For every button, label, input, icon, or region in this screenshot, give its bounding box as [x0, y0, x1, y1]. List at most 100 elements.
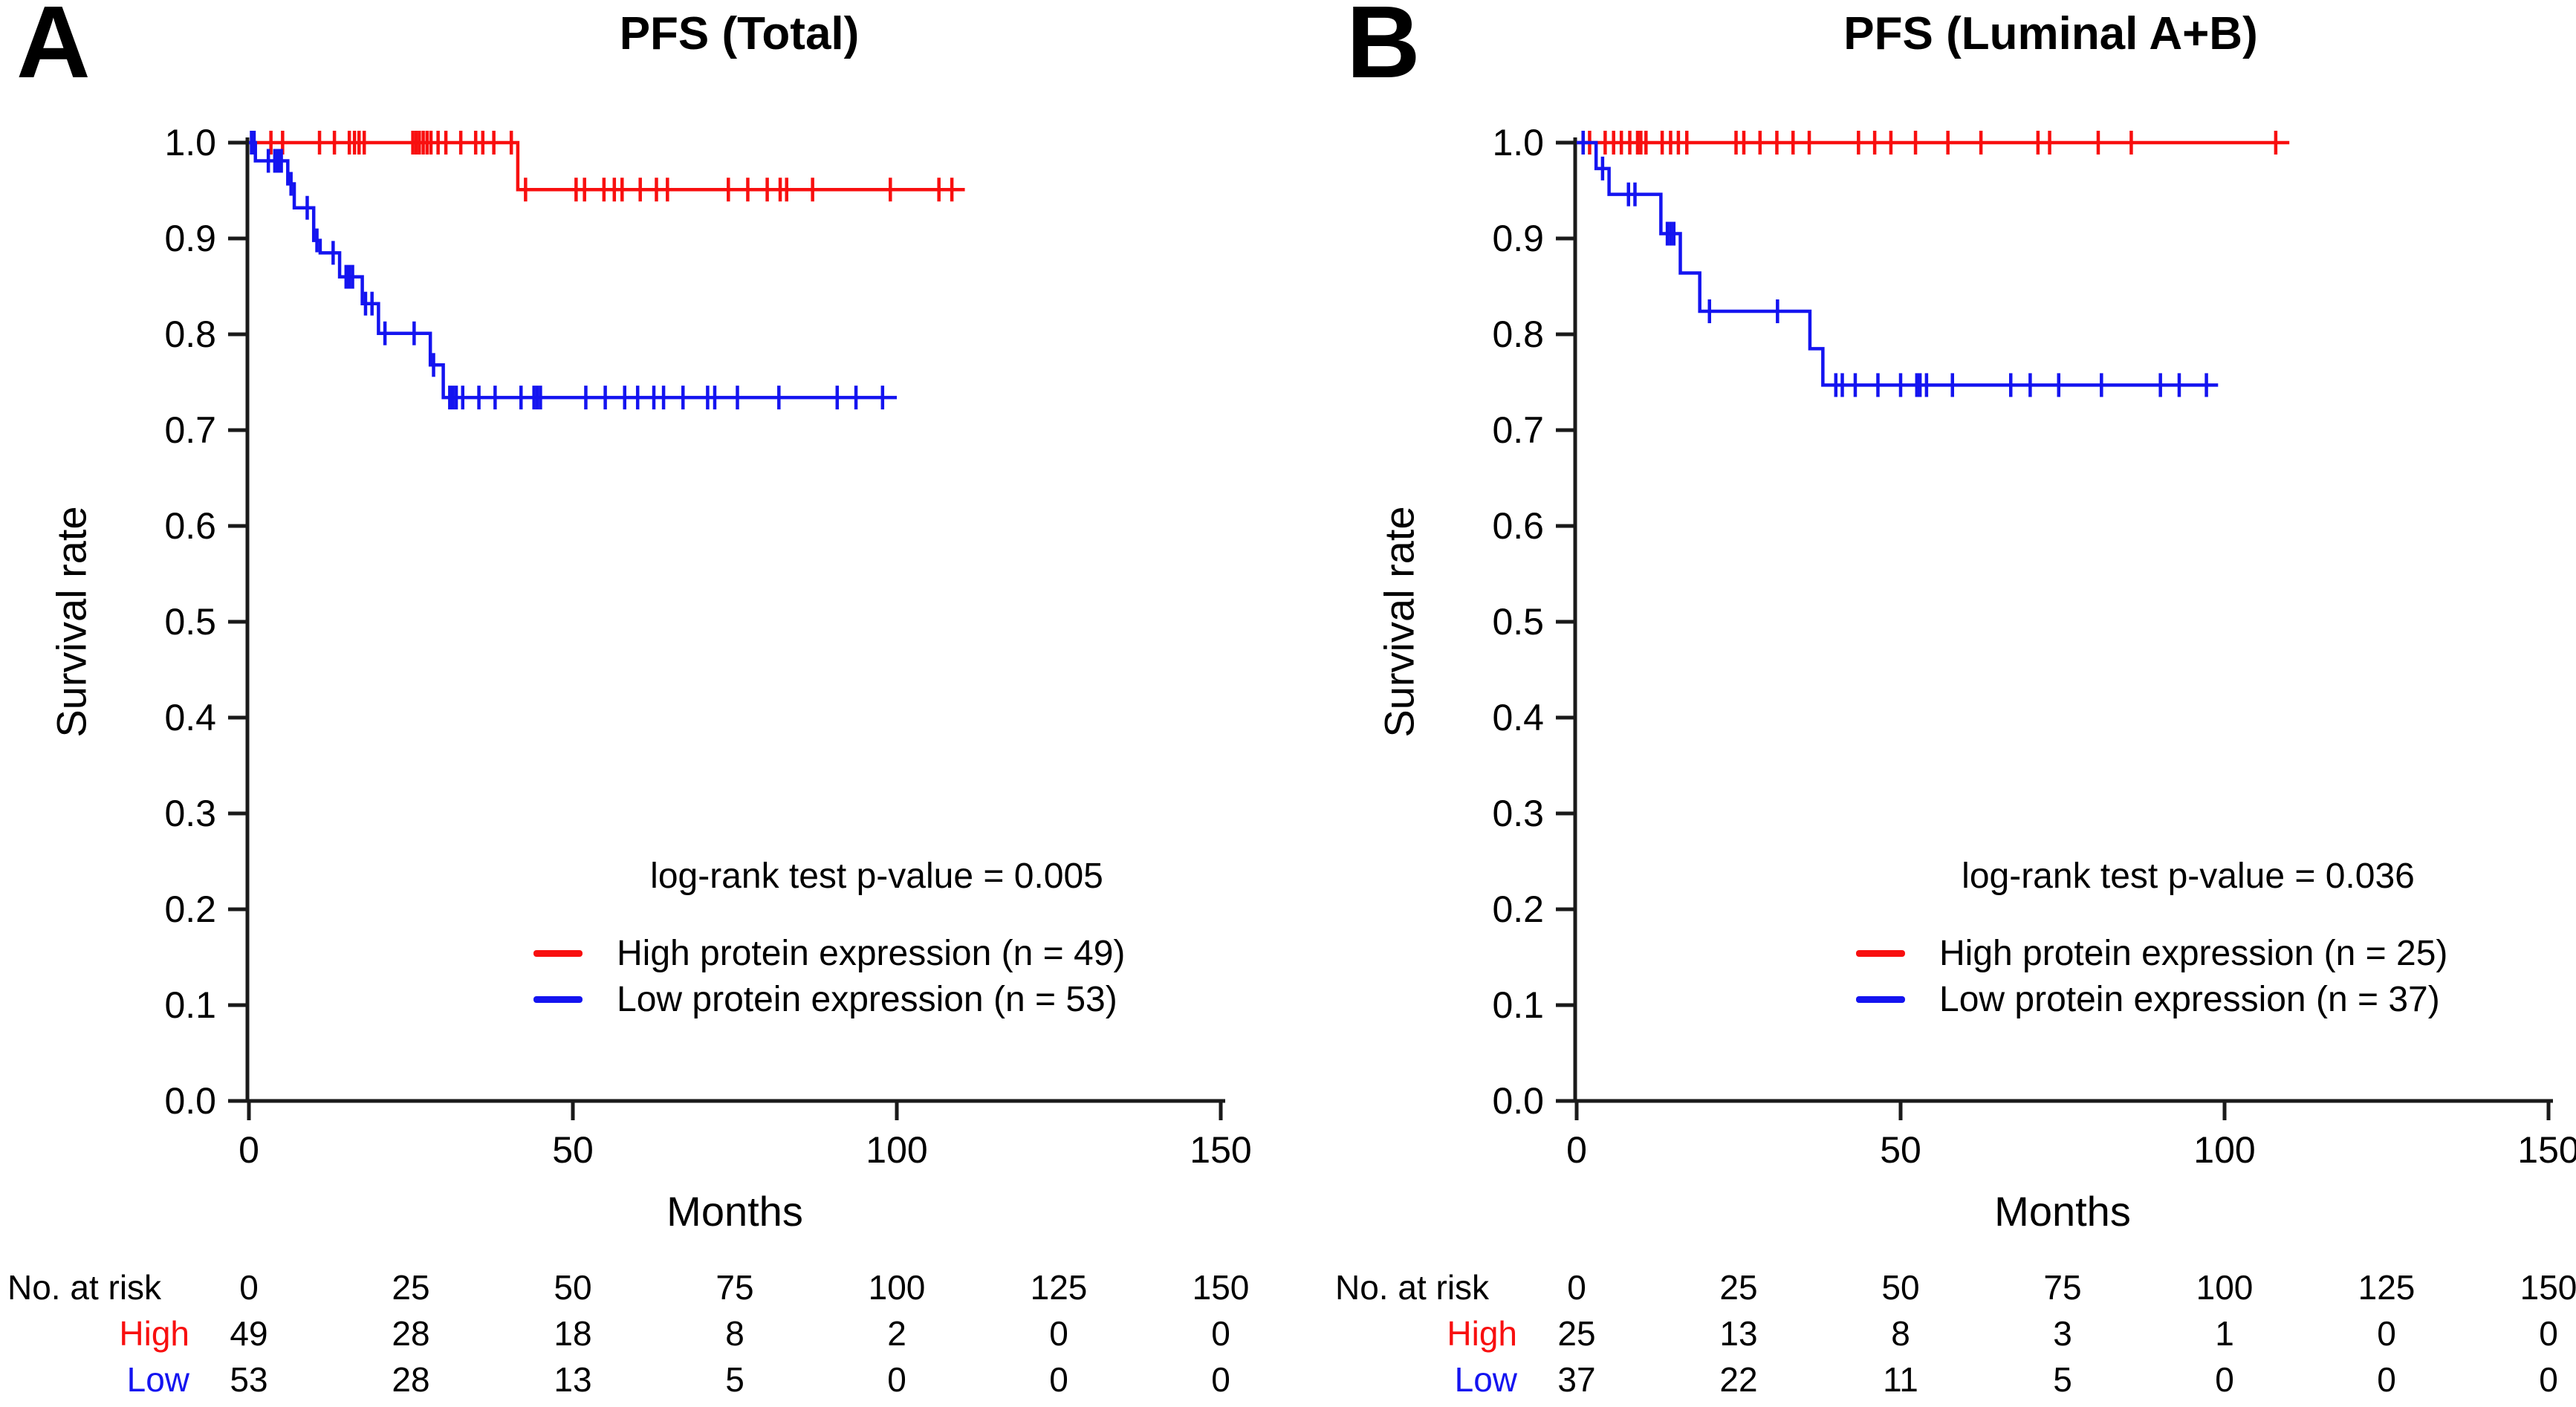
- y-tick-label: 1.0: [1492, 122, 1544, 163]
- x-tick-label: 150: [2517, 1129, 2576, 1171]
- x-tick-label: 50: [1880, 1129, 1921, 1171]
- panel-b-pvalue-annotation: log-rank test p-value = 0.036: [1962, 857, 2415, 896]
- risk-table-column-header: 75: [2043, 1268, 2081, 1307]
- high-series-swatch: [1856, 949, 1905, 957]
- x-tick-label: 0: [1566, 1129, 1587, 1171]
- risk-table-column-header: 75: [716, 1268, 753, 1307]
- risk-table-value: 0: [2377, 1360, 2396, 1399]
- risk-table-value: 0: [1211, 1360, 1230, 1399]
- risk-table-value: 0: [1211, 1314, 1230, 1353]
- panel-b-letter: B: [1346, 0, 1421, 100]
- risk-table-value: 2: [887, 1314, 906, 1353]
- risk-table-value: 0: [1049, 1314, 1068, 1353]
- risk-table-value: 37: [1557, 1360, 1595, 1399]
- y-tick-label: 0.3: [164, 793, 216, 834]
- risk-table-column-header: 150: [1193, 1268, 1250, 1307]
- panel-a-x-axis-label: Months: [666, 1188, 803, 1235]
- risk-table-column-header: 50: [1881, 1268, 1919, 1307]
- risk-table-value: 11: [1883, 1360, 1918, 1399]
- risk-table-value: 25: [1557, 1314, 1595, 1353]
- y-tick-label: 0.7: [1492, 409, 1544, 451]
- risk-table-value: 5: [2053, 1360, 2072, 1399]
- low-survival-curve: [249, 140, 897, 400]
- y-tick-label: 0.1: [164, 984, 216, 1026]
- low-series-swatch: [533, 995, 583, 1003]
- risk-table-column-header: 0: [1567, 1268, 1586, 1307]
- x-tick-label: 0: [239, 1129, 259, 1171]
- panel-b-legend-high: High protein expression (n = 25): [1856, 933, 2448, 973]
- y-tick-label: 0.0: [164, 1080, 216, 1122]
- panel-a-y-axis-label: Survival rate: [48, 506, 95, 738]
- y-tick-label: 0.2: [164, 888, 216, 930]
- risk-table-value: 3: [2053, 1314, 2072, 1353]
- legend-label-low: Low protein expression (n = 37): [1939, 979, 2440, 1019]
- y-tick-label: 0.4: [1492, 697, 1544, 738]
- high-survival-curve: [249, 140, 965, 192]
- y-tick-label: 0.9: [1492, 218, 1544, 259]
- x-tick-label: 100: [866, 1129, 927, 1171]
- risk-table-value: 8: [1891, 1314, 1910, 1353]
- legend-label-high: High protein expression (n = 49): [617, 933, 1126, 973]
- risk-table-value: 13: [1719, 1314, 1757, 1353]
- risk-table-column-header: 25: [1719, 1268, 1757, 1307]
- risk-table-column-header: 150: [2520, 1268, 2576, 1307]
- panel-b-y-axis-label: Survival rate: [1375, 506, 1423, 738]
- panel-b-title: PFS (Luminal A+B): [1843, 8, 2258, 59]
- risk-table-value: 0: [887, 1360, 906, 1399]
- panel-b-risk-row-label-low: Low: [1454, 1360, 1517, 1399]
- legend-label-low: Low protein expression (n = 53): [617, 979, 1117, 1019]
- panel-a-risk-row-label-high: High: [119, 1314, 189, 1353]
- panel-a-letter: A: [16, 0, 91, 100]
- panel-b-risk-row-label-high: High: [1447, 1314, 1517, 1353]
- risk-table-column-header: 50: [554, 1268, 591, 1307]
- y-tick-label: 0.6: [1492, 505, 1544, 547]
- y-tick-label: 0.4: [164, 697, 216, 738]
- risk-table-column-header: 125: [1031, 1268, 1088, 1307]
- panel-a-legend-low: Low protein expression (n = 53): [533, 979, 1117, 1019]
- x-tick-label: 100: [2193, 1129, 2255, 1171]
- risk-table-value: 8: [725, 1314, 744, 1353]
- y-tick-label: 0.1: [1492, 984, 1544, 1026]
- risk-table-column-header: 125: [2358, 1268, 2416, 1307]
- panel-a-pvalue-annotation: log-rank test p-value = 0.005: [650, 857, 1103, 896]
- legend-label-high: High protein expression (n = 25): [1939, 933, 2448, 973]
- risk-table-value: 0: [2539, 1360, 2558, 1399]
- y-tick-label: 0.5: [164, 601, 216, 643]
- panel-b-legend-low: Low protein expression (n = 37): [1856, 979, 2440, 1019]
- risk-table-value: 13: [554, 1360, 591, 1399]
- risk-table-value: 0: [2215, 1360, 2234, 1399]
- x-tick-label: 150: [1190, 1129, 1251, 1171]
- risk-table-value: 0: [2377, 1314, 2396, 1353]
- risk-table-column-header: 25: [392, 1268, 429, 1307]
- low-series-swatch: [1856, 995, 1905, 1003]
- y-tick-label: 0.8: [1492, 313, 1544, 355]
- panel-a-risk-table-header: No. at risk: [7, 1268, 162, 1307]
- risk-table-column-header: 0: [239, 1268, 259, 1307]
- risk-table-value: 18: [554, 1314, 591, 1353]
- low-survival-curve: [1577, 140, 2219, 387]
- high-series-swatch: [533, 949, 583, 957]
- risk-table-value: 5: [725, 1360, 744, 1399]
- panel-a-risk-row-label-low: Low: [126, 1360, 189, 1399]
- y-tick-label: 0.3: [1492, 793, 1544, 834]
- risk-table-value: 0: [2539, 1314, 2558, 1353]
- y-tick-label: 0.5: [1492, 601, 1544, 643]
- panel-b-x-axis-label: Months: [1994, 1188, 2131, 1235]
- panel-a-title: PFS (Total): [619, 8, 860, 59]
- y-tick-label: 0.2: [1492, 888, 1544, 930]
- y-tick-label: 0.8: [164, 313, 216, 355]
- y-tick-label: 0.0: [1492, 1080, 1544, 1122]
- risk-table-value: 53: [230, 1360, 267, 1399]
- risk-table-value: 0: [1049, 1360, 1068, 1399]
- panel-a-legend-high: High protein expression (n = 49): [533, 933, 1126, 973]
- y-tick-label: 1.0: [164, 122, 216, 163]
- risk-table-value: 28: [392, 1314, 429, 1353]
- risk-table-value: 49: [230, 1314, 267, 1353]
- risk-table-column-header: 100: [869, 1268, 926, 1307]
- risk-table-value: 1: [2215, 1314, 2234, 1353]
- risk-table-column-header: 100: [2196, 1268, 2254, 1307]
- y-tick-label: 0.6: [164, 505, 216, 547]
- risk-table-value: 28: [392, 1360, 429, 1399]
